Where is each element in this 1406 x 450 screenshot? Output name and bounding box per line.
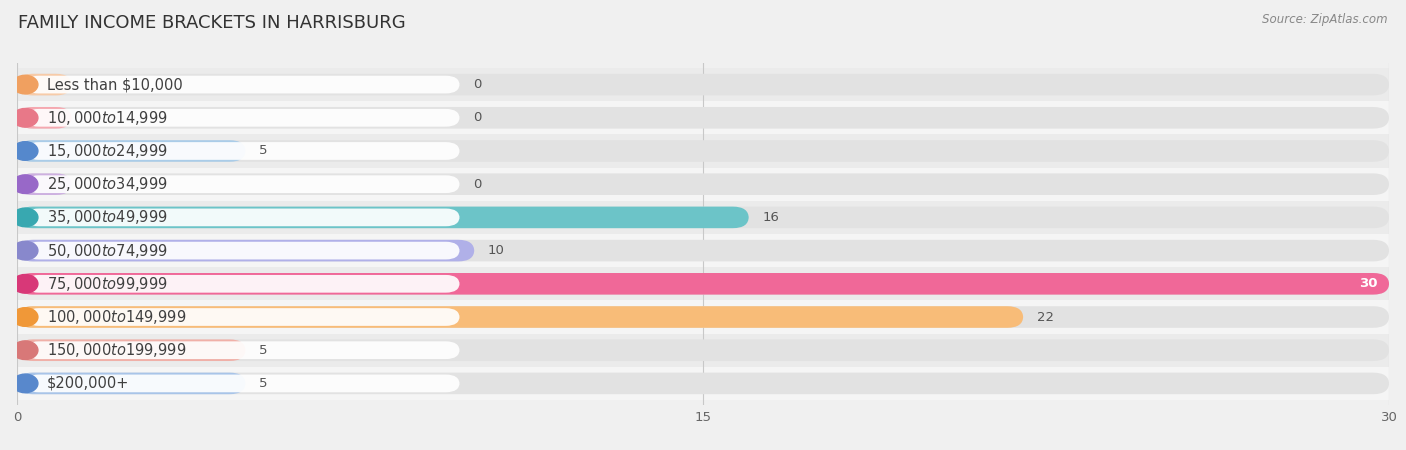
Circle shape <box>13 208 38 227</box>
Bar <box>17 167 1389 201</box>
Text: 0: 0 <box>474 78 482 91</box>
Text: Less than $10,000: Less than $10,000 <box>46 77 183 92</box>
FancyBboxPatch shape <box>25 308 460 326</box>
Text: $25,000 to $34,999: $25,000 to $34,999 <box>46 175 167 193</box>
FancyBboxPatch shape <box>17 339 246 361</box>
Text: 5: 5 <box>259 377 267 390</box>
Bar <box>17 267 1389 301</box>
FancyBboxPatch shape <box>17 74 72 95</box>
Text: $150,000 to $199,999: $150,000 to $199,999 <box>46 341 186 359</box>
Circle shape <box>13 142 38 160</box>
Text: 10: 10 <box>488 244 505 257</box>
Text: $75,000 to $99,999: $75,000 to $99,999 <box>46 275 167 293</box>
FancyBboxPatch shape <box>17 273 1389 295</box>
Circle shape <box>13 374 38 393</box>
FancyBboxPatch shape <box>25 142 460 160</box>
Bar <box>17 367 1389 400</box>
Text: 16: 16 <box>762 211 779 224</box>
FancyBboxPatch shape <box>25 342 460 359</box>
Circle shape <box>13 175 38 194</box>
FancyBboxPatch shape <box>17 207 1389 228</box>
Text: FAMILY INCOME BRACKETS IN HARRISBURG: FAMILY INCOME BRACKETS IN HARRISBURG <box>18 14 406 32</box>
Text: 0: 0 <box>474 178 482 191</box>
FancyBboxPatch shape <box>25 208 460 226</box>
Bar <box>17 333 1389 367</box>
FancyBboxPatch shape <box>17 207 749 228</box>
Bar <box>17 234 1389 267</box>
Circle shape <box>13 274 38 293</box>
FancyBboxPatch shape <box>17 373 1389 394</box>
FancyBboxPatch shape <box>25 109 460 126</box>
Text: 22: 22 <box>1036 310 1054 324</box>
FancyBboxPatch shape <box>17 173 1389 195</box>
Bar <box>17 135 1389 167</box>
FancyBboxPatch shape <box>25 275 460 292</box>
FancyBboxPatch shape <box>17 339 1389 361</box>
Circle shape <box>13 341 38 360</box>
Text: 30: 30 <box>1360 277 1378 290</box>
FancyBboxPatch shape <box>25 242 460 260</box>
FancyBboxPatch shape <box>25 176 460 193</box>
Text: $100,000 to $149,999: $100,000 to $149,999 <box>46 308 186 326</box>
Text: 0: 0 <box>474 111 482 124</box>
FancyBboxPatch shape <box>17 74 1389 95</box>
Bar <box>17 201 1389 234</box>
Text: Source: ZipAtlas.com: Source: ZipAtlas.com <box>1263 14 1388 27</box>
Text: $10,000 to $14,999: $10,000 to $14,999 <box>46 109 167 127</box>
Text: $15,000 to $24,999: $15,000 to $24,999 <box>46 142 167 160</box>
Text: 5: 5 <box>259 344 267 357</box>
Circle shape <box>13 75 38 94</box>
FancyBboxPatch shape <box>17 240 474 261</box>
Bar <box>17 101 1389 135</box>
FancyBboxPatch shape <box>17 306 1389 328</box>
FancyBboxPatch shape <box>25 76 460 94</box>
FancyBboxPatch shape <box>17 140 246 162</box>
FancyBboxPatch shape <box>25 374 460 392</box>
FancyBboxPatch shape <box>17 107 1389 129</box>
Text: $200,000+: $200,000+ <box>46 376 129 391</box>
FancyBboxPatch shape <box>17 140 1389 162</box>
Circle shape <box>13 308 38 326</box>
Text: $50,000 to $74,999: $50,000 to $74,999 <box>46 242 167 260</box>
Text: 5: 5 <box>259 144 267 158</box>
Text: $35,000 to $49,999: $35,000 to $49,999 <box>46 208 167 226</box>
FancyBboxPatch shape <box>17 107 72 129</box>
Bar <box>17 68 1389 101</box>
Bar <box>17 301 1389 333</box>
FancyBboxPatch shape <box>17 373 246 394</box>
FancyBboxPatch shape <box>17 173 72 195</box>
FancyBboxPatch shape <box>17 273 1389 295</box>
FancyBboxPatch shape <box>17 306 1024 328</box>
FancyBboxPatch shape <box>17 240 1389 261</box>
Circle shape <box>13 108 38 127</box>
Circle shape <box>13 241 38 260</box>
